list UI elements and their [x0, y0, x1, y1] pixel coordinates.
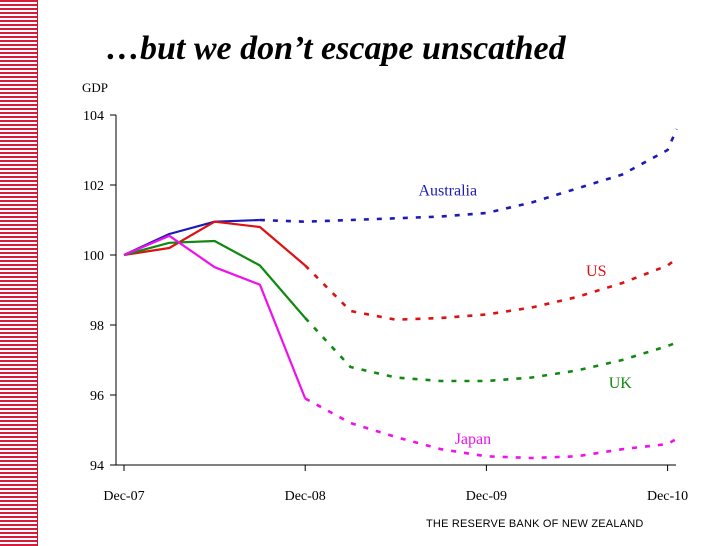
y-axis-label: GDP: [82, 80, 108, 95]
x-axis-ticks: Dec-07 Dec-08 Dec-09 Dec-10: [103, 465, 688, 504]
uk-forecast-line: [304, 317, 678, 383]
slide-title: …but we don’t escape unscathed: [106, 30, 566, 67]
japan-actual-line: [123, 234, 307, 399]
x-tick-label: Dec-09: [466, 489, 507, 504]
x-tick-label: Dec-08: [285, 489, 326, 504]
australia-series-label: Australia: [418, 183, 477, 200]
y-tick-label: 104: [83, 109, 104, 124]
x-tick-label: Dec-10: [647, 489, 688, 504]
y-tick-label: 102: [83, 179, 104, 194]
uk-actual-line: [123, 239, 307, 319]
y-axis-ticks: 94 96 98 100 102 104: [83, 109, 116, 474]
us-actual-line: [123, 220, 306, 267]
us-series-label: US: [586, 263, 606, 280]
y-tick-label: 98: [90, 319, 104, 334]
uk-series-label: UK: [609, 375, 633, 392]
decorative-sidebar-stripes: [0, 0, 38, 546]
y-tick-label: 96: [90, 389, 104, 404]
y-tick-label: 94: [90, 459, 104, 474]
x-tick-label: Dec-07: [103, 489, 144, 504]
y-tick-label: 100: [83, 249, 104, 264]
chart-axes: [115, 115, 676, 466]
us-forecast-line: [304, 257, 678, 322]
japan-forecast-line: [304, 397, 678, 460]
chart-series: [123, 128, 678, 460]
footer-credit: THE RESERVE BANK OF NEW ZEALAND: [426, 518, 644, 530]
australia-forecast-line: [259, 128, 678, 224]
series-labels: Australia US UK Japan: [418, 183, 632, 449]
japan-series-label: Japan: [455, 431, 491, 448]
